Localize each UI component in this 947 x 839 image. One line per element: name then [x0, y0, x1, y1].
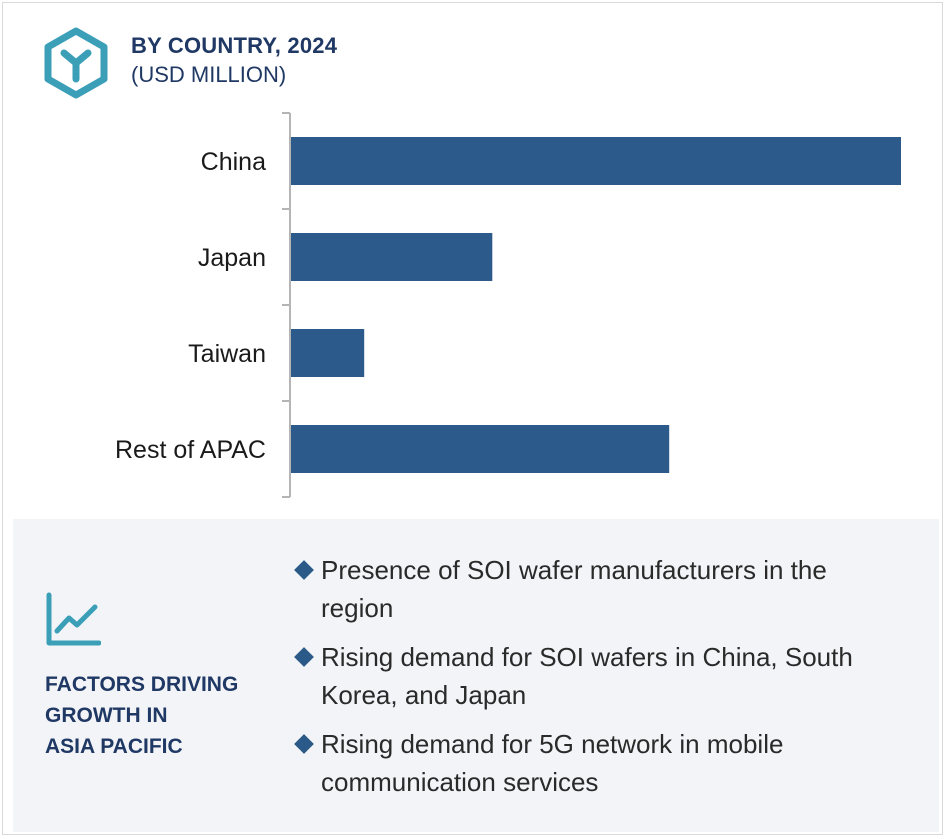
- bar-rest-of-apac: [291, 425, 670, 473]
- factor-item: Rising demand for SOI wafers in China, S…: [294, 638, 895, 714]
- factors-panel: FACTORS DRIVING GROWTH IN ASIA PACIFIC P…: [13, 519, 939, 832]
- bar-japan: [291, 233, 493, 281]
- factors-title-line: GROWTH IN: [45, 704, 168, 727]
- bar-taiwan: [291, 329, 365, 377]
- bar-china: [291, 137, 901, 185]
- bar-chart: China Japan Taiwan Rest of APAC: [115, 112, 901, 498]
- category-label: China: [201, 148, 266, 176]
- factors-title-line: FACTORS DRIVING: [45, 673, 239, 696]
- diamond-bullet-icon: [294, 560, 314, 580]
- diamond-bullet-icon: [294, 734, 314, 754]
- diamond-bullet-icon: [294, 647, 314, 667]
- factor-text: Presence of SOI wafer manufacturers in t…: [321, 555, 827, 623]
- hexagon-logo-icon: [44, 27, 108, 99]
- factors-title: FACTORS DRIVING GROWTH IN ASIA PACIFIC: [45, 669, 265, 762]
- factor-item: Presence of SOI wafer manufacturers in t…: [294, 551, 895, 627]
- factor-item: Rising demand for 5G network in mobile c…: [294, 725, 895, 801]
- category-label: Japan: [198, 244, 266, 272]
- category-label: Taiwan: [188, 340, 266, 368]
- category-label: Rest of APAC: [115, 436, 266, 464]
- factors-list: Presence of SOI wafer manufacturers in t…: [294, 551, 895, 812]
- factors-title-line: ASIA PACIFIC: [45, 735, 183, 758]
- line-chart-icon: [46, 592, 101, 646]
- factor-text: Rising demand for SOI wafers in China, S…: [321, 642, 853, 710]
- chart-subtitle: (USD MILLION): [131, 62, 287, 87]
- chart-title: BY COUNTRY, 2024: [131, 33, 338, 58]
- factor-text: Rising demand for 5G network in mobile c…: [321, 729, 784, 797]
